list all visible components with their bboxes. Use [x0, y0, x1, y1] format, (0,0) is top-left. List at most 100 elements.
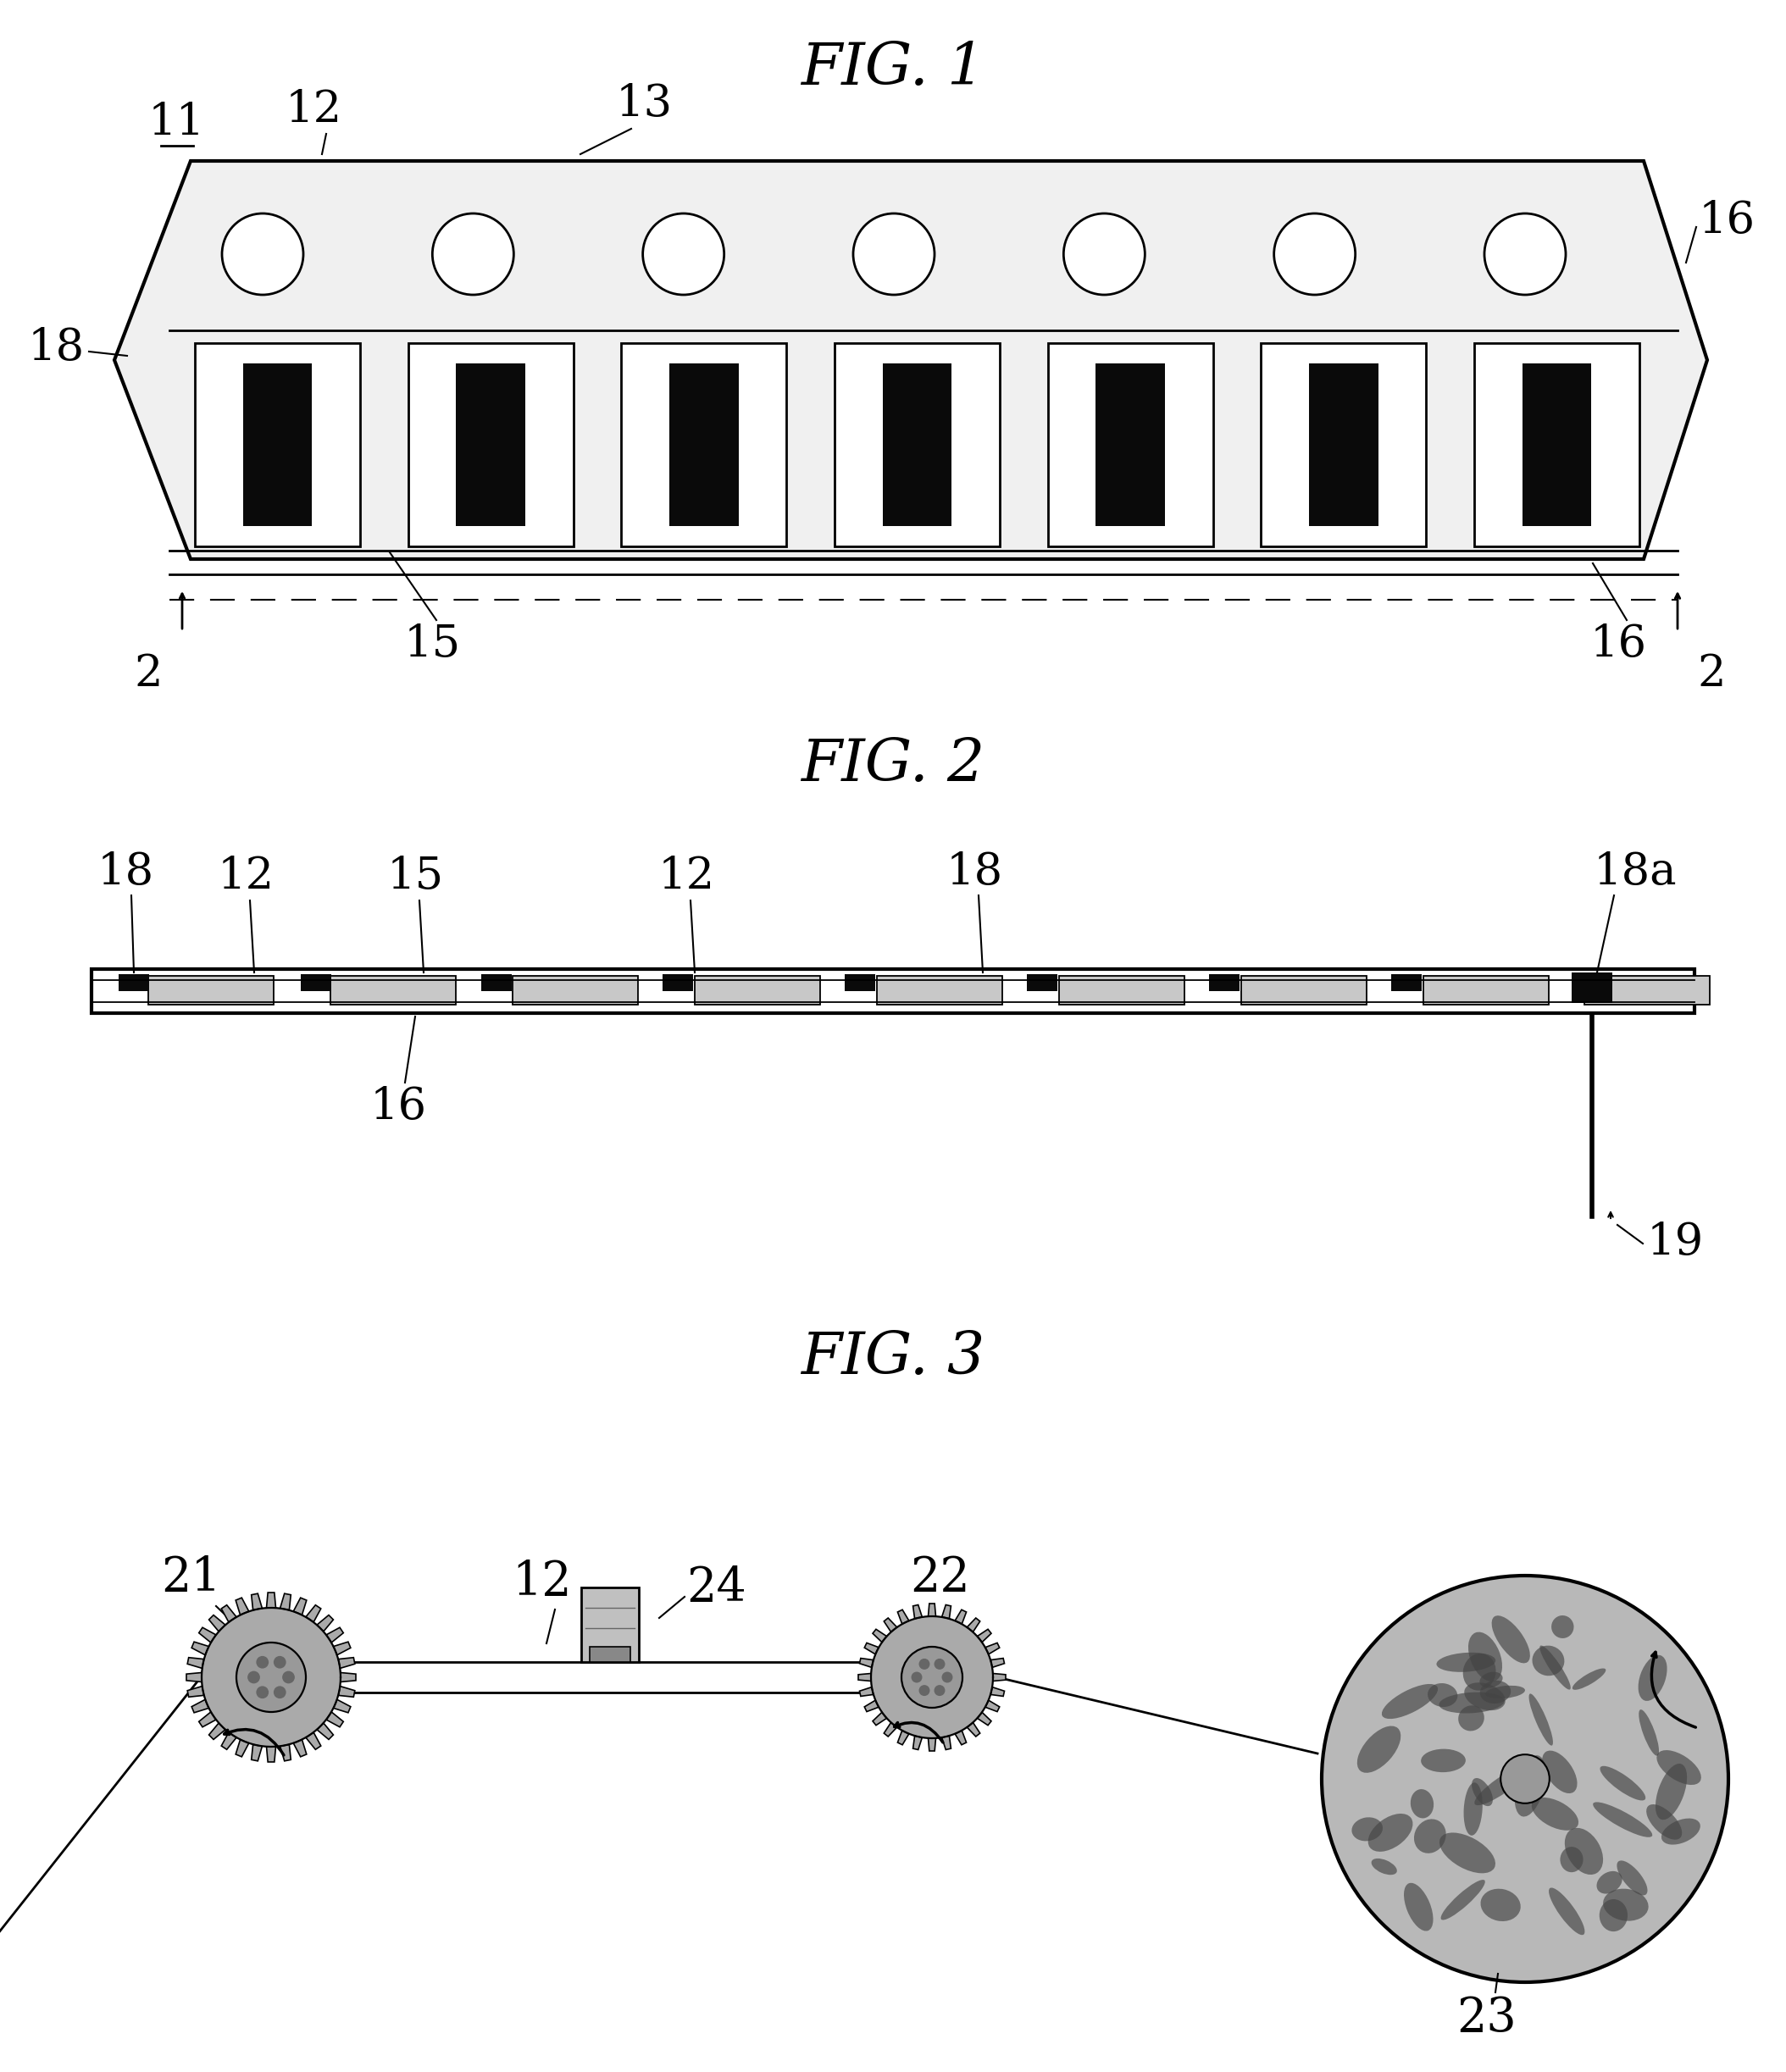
- Polygon shape: [338, 1658, 355, 1668]
- Polygon shape: [986, 1701, 1000, 1711]
- Text: 15: 15: [404, 622, 461, 665]
- Ellipse shape: [1561, 1846, 1582, 1873]
- Ellipse shape: [1357, 1726, 1400, 1774]
- Polygon shape: [334, 1641, 350, 1656]
- Circle shape: [902, 1647, 963, 1707]
- Circle shape: [918, 1685, 931, 1697]
- Polygon shape: [859, 1674, 872, 1680]
- Polygon shape: [209, 1614, 225, 1631]
- Polygon shape: [327, 1711, 343, 1728]
- Polygon shape: [334, 1699, 350, 1714]
- Circle shape: [1273, 213, 1356, 294]
- Ellipse shape: [1552, 1616, 1573, 1639]
- Ellipse shape: [1465, 1682, 1506, 1709]
- Ellipse shape: [1368, 1813, 1413, 1852]
- Polygon shape: [991, 1658, 1004, 1668]
- Circle shape: [273, 1687, 286, 1699]
- Bar: [330, 976, 455, 1005]
- Ellipse shape: [1647, 1805, 1682, 1840]
- Text: 18a: 18a: [1593, 850, 1677, 893]
- Polygon shape: [864, 1701, 879, 1711]
- Ellipse shape: [1491, 1616, 1531, 1664]
- Ellipse shape: [1479, 1672, 1502, 1689]
- Bar: [1261, 344, 1427, 547]
- Text: 13: 13: [616, 83, 672, 126]
- Bar: [1309, 363, 1379, 526]
- Text: 18: 18: [947, 850, 1002, 893]
- Ellipse shape: [1638, 1656, 1666, 1701]
- Polygon shape: [864, 1643, 879, 1653]
- Bar: [91, 970, 1695, 1013]
- Polygon shape: [293, 1740, 307, 1757]
- Polygon shape: [305, 1732, 321, 1749]
- Polygon shape: [929, 1738, 936, 1751]
- Bar: [1209, 974, 1239, 990]
- Text: 22: 22: [911, 1554, 970, 1602]
- Ellipse shape: [1465, 1782, 1482, 1836]
- Text: 24: 24: [686, 1564, 747, 1612]
- Circle shape: [934, 1658, 945, 1670]
- Circle shape: [934, 1685, 945, 1697]
- Circle shape: [236, 1643, 305, 1711]
- Text: 18: 18: [96, 850, 154, 893]
- Bar: [455, 363, 525, 526]
- Bar: [1048, 344, 1213, 547]
- Polygon shape: [898, 1610, 909, 1624]
- Bar: [480, 974, 513, 990]
- Polygon shape: [327, 1627, 343, 1643]
- Ellipse shape: [1616, 1861, 1647, 1896]
- Polygon shape: [209, 1724, 225, 1740]
- Ellipse shape: [1532, 1798, 1579, 1830]
- Polygon shape: [913, 1736, 922, 1749]
- Ellipse shape: [1468, 1633, 1502, 1682]
- Bar: [1027, 974, 1057, 990]
- Text: 12: 12: [218, 856, 273, 897]
- Circle shape: [221, 213, 304, 294]
- Ellipse shape: [1422, 1749, 1466, 1772]
- Circle shape: [941, 1672, 952, 1682]
- Polygon shape: [202, 1608, 341, 1747]
- Circle shape: [273, 1656, 286, 1668]
- Bar: [1572, 972, 1613, 1003]
- Ellipse shape: [1463, 1653, 1497, 1691]
- Ellipse shape: [1515, 1755, 1547, 1817]
- Bar: [243, 363, 313, 526]
- Ellipse shape: [1436, 1653, 1495, 1672]
- Text: 21: 21: [161, 1554, 220, 1602]
- Bar: [882, 363, 952, 526]
- Circle shape: [643, 213, 723, 294]
- Polygon shape: [252, 1745, 263, 1761]
- Ellipse shape: [1600, 1765, 1645, 1801]
- Polygon shape: [884, 1722, 897, 1736]
- Bar: [663, 974, 693, 990]
- Bar: [1095, 363, 1164, 526]
- Polygon shape: [873, 1629, 886, 1643]
- Bar: [1522, 363, 1591, 526]
- Polygon shape: [280, 1593, 291, 1610]
- Ellipse shape: [1529, 1693, 1554, 1745]
- Circle shape: [432, 213, 514, 294]
- Ellipse shape: [1481, 1680, 1511, 1703]
- Text: FIG. 2: FIG. 2: [800, 738, 986, 794]
- Bar: [1584, 976, 1709, 1005]
- Polygon shape: [929, 1604, 936, 1616]
- Text: FIG. 3: FIG. 3: [800, 1330, 986, 1386]
- Text: 2: 2: [134, 653, 163, 696]
- Ellipse shape: [1640, 1709, 1659, 1755]
- Ellipse shape: [1352, 1817, 1382, 1842]
- Text: 16: 16: [1590, 622, 1647, 665]
- Polygon shape: [252, 1593, 263, 1610]
- Ellipse shape: [1441, 1879, 1484, 1921]
- Circle shape: [282, 1670, 295, 1685]
- Circle shape: [854, 213, 934, 294]
- Bar: [1059, 976, 1184, 1005]
- Text: 11: 11: [148, 102, 205, 145]
- Ellipse shape: [1472, 1778, 1493, 1807]
- Bar: [118, 974, 148, 990]
- Ellipse shape: [1532, 1645, 1565, 1676]
- Polygon shape: [186, 1672, 202, 1682]
- Ellipse shape: [1372, 1859, 1397, 1875]
- Polygon shape: [977, 1711, 991, 1726]
- Ellipse shape: [1427, 1682, 1457, 1707]
- Bar: [834, 344, 1000, 547]
